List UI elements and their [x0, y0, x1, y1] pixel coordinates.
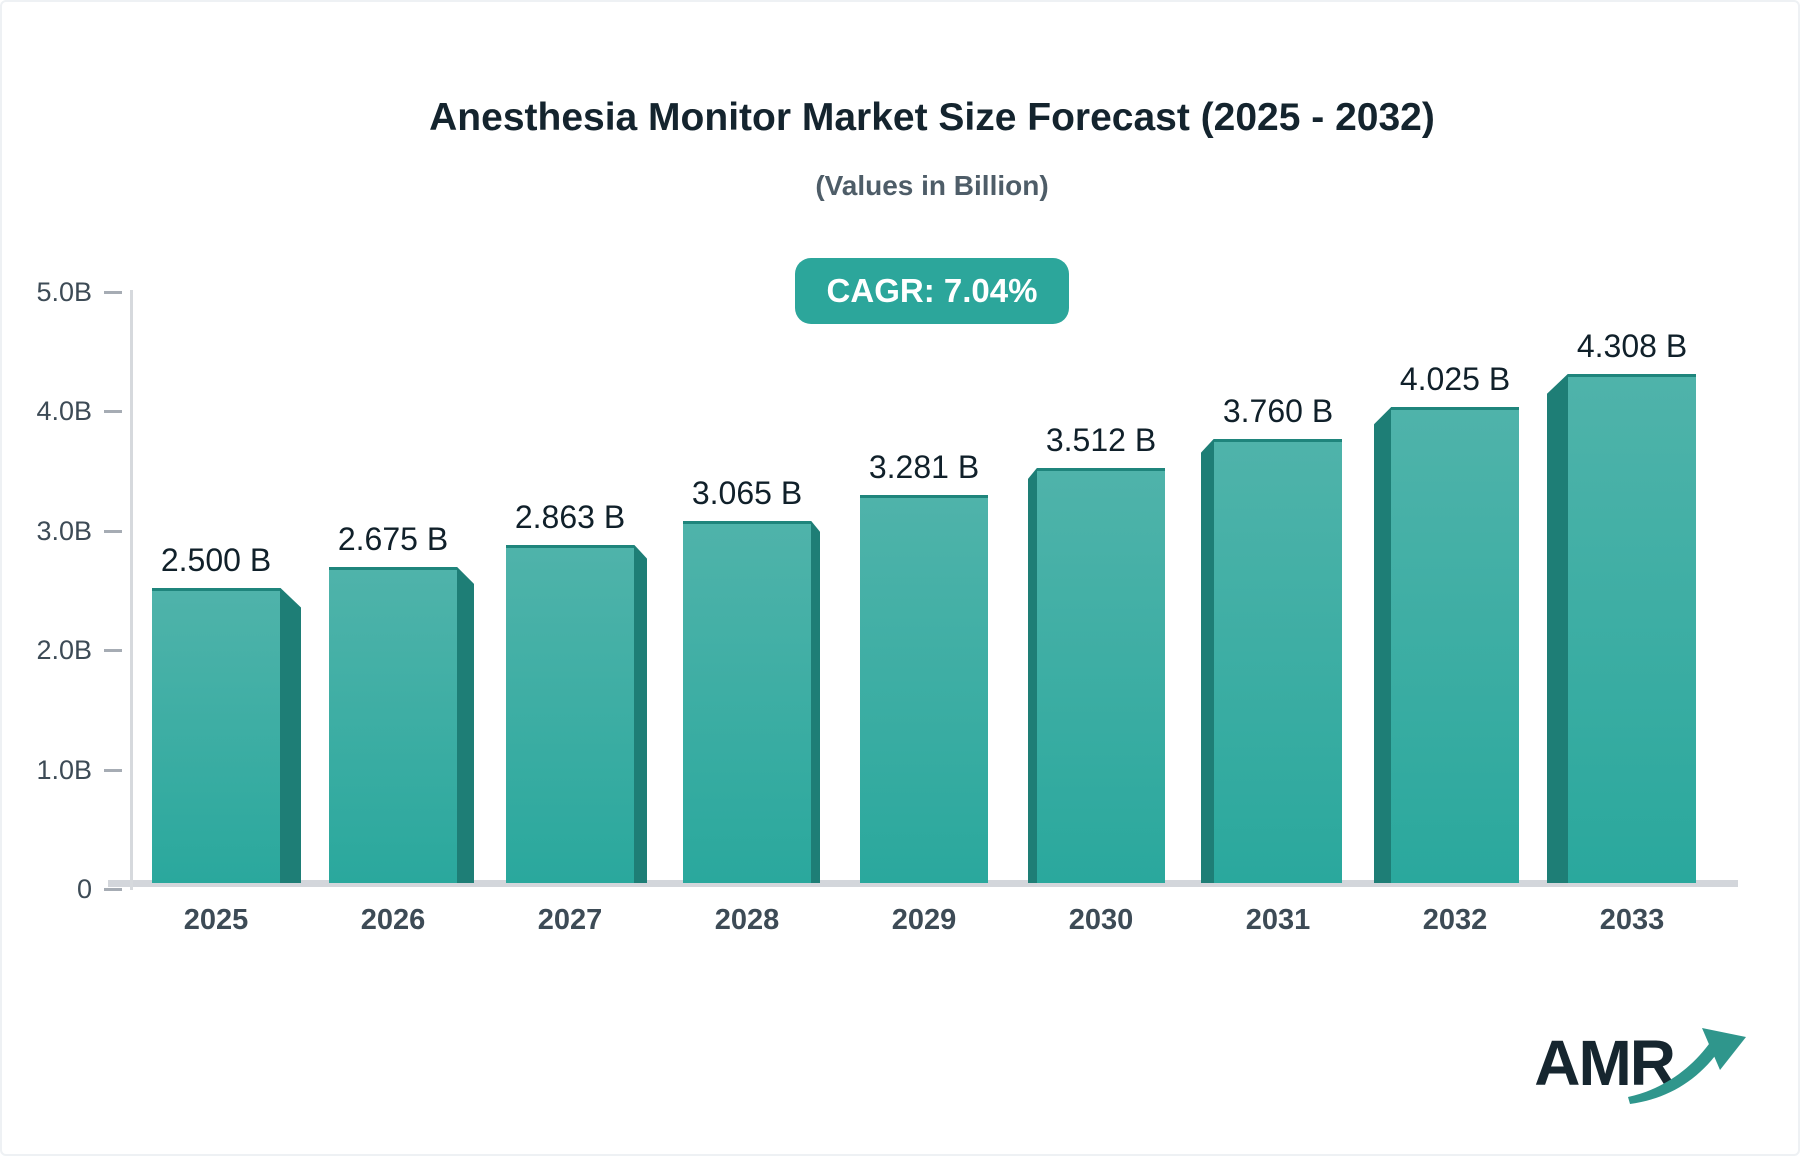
cagr-badge-row: CAGR: 7.04%: [132, 258, 1732, 324]
bar-side-2027: [634, 544, 647, 883]
x-axis-label: 2026: [360, 904, 426, 936]
cagr-badge: CAGR: 7.04%: [794, 258, 1070, 324]
x-axis-label: 2031: [1245, 904, 1311, 936]
bar-face-2032: [1391, 407, 1519, 883]
growth-arrow-icon: [1628, 1028, 1746, 1104]
bar-face-2030: [1037, 467, 1165, 883]
x-axis-label: 2032: [1422, 904, 1488, 936]
chart-subtitle: (Values in Billion): [815, 170, 1049, 201]
x-axis-label: 2030: [1068, 904, 1134, 936]
bar-side-2032: [1374, 407, 1391, 883]
x-axis-label: 2028: [714, 904, 780, 936]
bar-value-label: 3.512 B: [1045, 421, 1157, 458]
y-tick-dash: [104, 410, 122, 414]
y-axis-line: [130, 290, 133, 890]
bar-side-2025: [280, 587, 301, 883]
x-axis-baseline: [108, 880, 1738, 887]
y-tick-label: 1.0B: [36, 754, 92, 785]
y-tick-label: 3.0B: [36, 515, 92, 546]
bar-value-label: 4.025 B: [1399, 361, 1511, 398]
y-tick-dash: [104, 649, 122, 653]
bar-value-label: 3.760 B: [1222, 392, 1334, 429]
y-tick-dash: [104, 768, 122, 772]
y-tick-dash: [104, 529, 122, 533]
amr-logo-text: AMR: [1534, 1027, 1676, 1099]
amr-logo: AMR: [1534, 1028, 1752, 1112]
y-tick-label: 2.0B: [36, 635, 92, 666]
y-tick-label: 0: [76, 874, 92, 904]
chart-title: Anesthesia Monitor Market Size Forecast …: [429, 96, 1435, 139]
y-tick-label: 4.0B: [36, 396, 92, 427]
bar-face-2025: [152, 587, 280, 883]
bar-side-2033: [1547, 373, 1568, 883]
bar-value-label: 2.675 B: [337, 520, 449, 557]
bar-face-2029: [860, 495, 988, 883]
bar-face-2028: [683, 520, 811, 883]
bar-side-2026: [457, 566, 474, 883]
bar-side-2028: [811, 520, 820, 883]
bar-face-2033: [1568, 373, 1696, 883]
bar-value-label: 2.500 B: [160, 541, 272, 578]
bar-side-2031: [1201, 438, 1214, 883]
x-axis-label: 2027: [537, 904, 603, 936]
y-tick-dash: [104, 291, 122, 294]
y-tick-label: 5.0B: [36, 277, 92, 307]
x-axis-label: 2033: [1599, 904, 1665, 936]
bar-face-2027: [506, 544, 634, 883]
bar-side-2030: [1028, 467, 1037, 883]
bar-value-label: 4.308 B: [1576, 327, 1688, 364]
x-axis-label: 2025: [183, 904, 249, 936]
bar-face-2026: [329, 566, 457, 883]
bar-face-2031: [1214, 438, 1342, 883]
bar-value-label: 3.281 B: [868, 449, 980, 486]
x-axis-label: 2029: [891, 904, 957, 936]
y-tick-dash: [104, 888, 122, 891]
bar-value-label: 2.863 B: [514, 498, 626, 535]
bar-value-label: 3.065 B: [691, 474, 803, 511]
